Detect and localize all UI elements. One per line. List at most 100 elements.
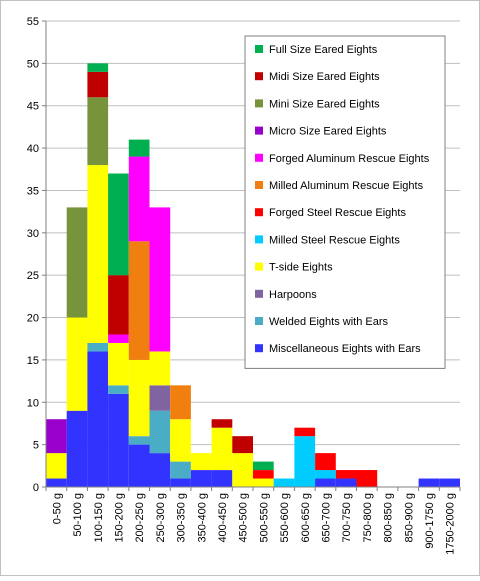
x-tick-label: 550-600 g [279, 493, 291, 543]
legend-swatch [255, 317, 263, 325]
bar-segment [66, 410, 88, 487]
bar-segment [149, 410, 171, 454]
legend-swatch [255, 344, 263, 353]
legend-label: Mini Size Eared Eights [269, 98, 380, 110]
bar-segment [128, 139, 150, 157]
legend-swatch [255, 99, 263, 108]
bar-segment [315, 478, 336, 487]
x-tick-label: 350-400 g [196, 493, 208, 543]
x-tick-label: 100-150 g [93, 493, 105, 543]
x-tick-label: 1750-2000 g [445, 493, 457, 555]
bar-segment [87, 97, 109, 166]
bar-segment [149, 385, 171, 411]
y-tick-label: 20 [27, 313, 39, 325]
bar-segment [87, 351, 109, 487]
legend-label: T-side Eights [269, 262, 333, 274]
x-tick-label: 450-500 g [238, 493, 250, 543]
legend-swatch [255, 289, 263, 298]
y-tick-label: 25 [27, 270, 39, 282]
bar-segment [211, 470, 233, 487]
bar-segment [108, 334, 129, 343]
y-tick-label: 50 [27, 58, 39, 70]
legend-swatch [255, 126, 263, 135]
y-tick-label: 55 [27, 16, 39, 28]
bar-segment [87, 71, 109, 98]
bar-segment [439, 478, 460, 487]
y-tick-label: 0 [33, 482, 39, 494]
bar-segment [87, 63, 109, 72]
x-tick-label: 700-750 g [341, 493, 353, 543]
legend-swatch [255, 262, 263, 271]
legend-label: Forged Steel Rescue Eights [269, 207, 406, 219]
bar-segment [294, 427, 316, 437]
bar-segment [170, 478, 191, 487]
bar-segment [211, 419, 233, 428]
bar-segment [335, 478, 357, 487]
bar-segment [108, 393, 129, 487]
x-tick-label: 400-450 g [217, 493, 229, 543]
bar-segment [190, 470, 212, 487]
x-tick-label: 150-200 g [113, 493, 125, 543]
legend: Full Size Eared Eights Midi Size Eared Ei… [244, 35, 446, 369]
y-tick-label: 40 [27, 143, 39, 155]
y-tick-label: 10 [27, 397, 39, 409]
x-tick-label: 650-700 g [320, 493, 332, 543]
bar-segment [149, 453, 171, 487]
legend-label: Welded Eights with Ears [269, 316, 389, 328]
legend-label: Forged Aluminum Rescue Eights [269, 153, 430, 165]
bar-segment [108, 342, 129, 386]
legend-swatch [255, 181, 263, 189]
y-tick-label: 45 [27, 101, 39, 113]
y-tick-label: 5 [33, 440, 39, 452]
bar-segment [170, 461, 191, 479]
y-tick-label: 35 [27, 185, 39, 197]
legend-swatch [255, 153, 263, 162]
bar-segment [46, 419, 67, 454]
x-tick-label: 0-50 g [51, 493, 63, 524]
bar-segment [128, 444, 150, 487]
legend-swatch [255, 235, 263, 244]
bar-segment [149, 207, 171, 352]
bar-segment [87, 165, 109, 343]
x-tick-label: 900-1750 g [424, 493, 436, 549]
legend-swatch [255, 72, 263, 81]
bar-segment [356, 470, 378, 487]
bar-segment [253, 461, 274, 471]
x-tick-label: 850-900 g [403, 493, 415, 543]
bar-segment [108, 385, 129, 394]
bar-segment [418, 478, 440, 487]
x-tick-label: 200-250 g [134, 493, 146, 543]
bar-segment [128, 359, 150, 437]
bar-segment [170, 385, 191, 420]
legend-label: Midi Size Eared Eights [269, 71, 380, 83]
bar-segment [232, 453, 253, 487]
legend-label: Micro Size Eared Eights [269, 126, 387, 138]
bar-segment [66, 317, 88, 411]
x-tick-label: 300-350 g [176, 493, 188, 543]
x-tick-label: 600-650 g [300, 493, 312, 543]
bar-segment [294, 436, 316, 487]
bar-segment [149, 351, 171, 386]
bar-segment [273, 478, 295, 487]
bar-segment [46, 453, 67, 479]
bar-segment [128, 156, 150, 242]
legend-swatch [255, 45, 263, 53]
bar-segment [232, 436, 253, 454]
bars [46, 63, 460, 487]
bar-segment [253, 478, 274, 487]
legend-label: Harpoons [269, 289, 317, 301]
x-tick-label: 800-850 g [383, 493, 395, 543]
legend-label: Milled Steel Rescue Eights [269, 234, 400, 246]
axes: 0 5 10 15 20 25 30 35 40 45 50 55 0-50 g 50-100 g 100-… [27, 16, 461, 555]
y-tick-label: 15 [27, 355, 39, 367]
bar-segment [170, 419, 191, 462]
bar-segment [66, 207, 88, 318]
legend-swatch [255, 208, 263, 217]
bar-segment [190, 453, 212, 471]
bar-segment [87, 342, 109, 352]
bar-segment [315, 470, 336, 479]
legend-box [244, 35, 446, 369]
x-tick-label: 250-300 g [155, 493, 167, 543]
